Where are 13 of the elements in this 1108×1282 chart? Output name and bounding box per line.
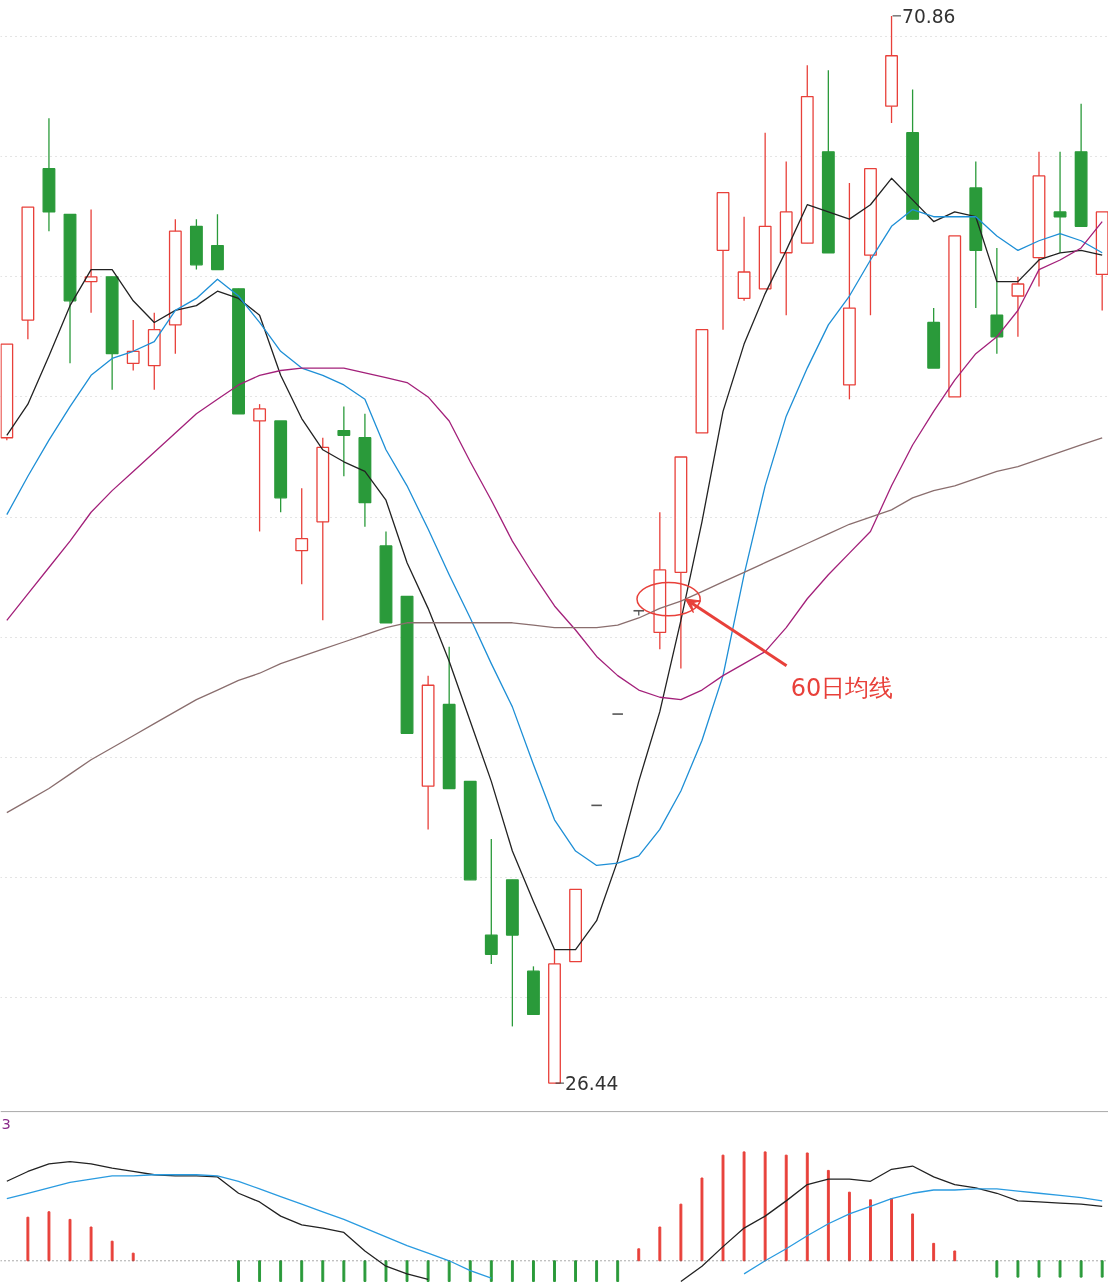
annotation: 70.86 — [902, 5, 956, 27]
candlestick — [253, 403, 267, 533]
candlestick — [1053, 151, 1067, 254]
candlestick — [84, 208, 98, 314]
text: 3 — [1, 1115, 11, 1133]
annotation: 60日均线 — [790, 673, 894, 702]
candlestick — [484, 838, 498, 965]
candlestick — [126, 319, 140, 372]
annotation: 26.44 — [565, 1073, 619, 1095]
candlestick — [337, 405, 351, 477]
candlestick — [1011, 276, 1025, 338]
candlestick — [990, 247, 1004, 355]
candlestick — [295, 487, 309, 585]
